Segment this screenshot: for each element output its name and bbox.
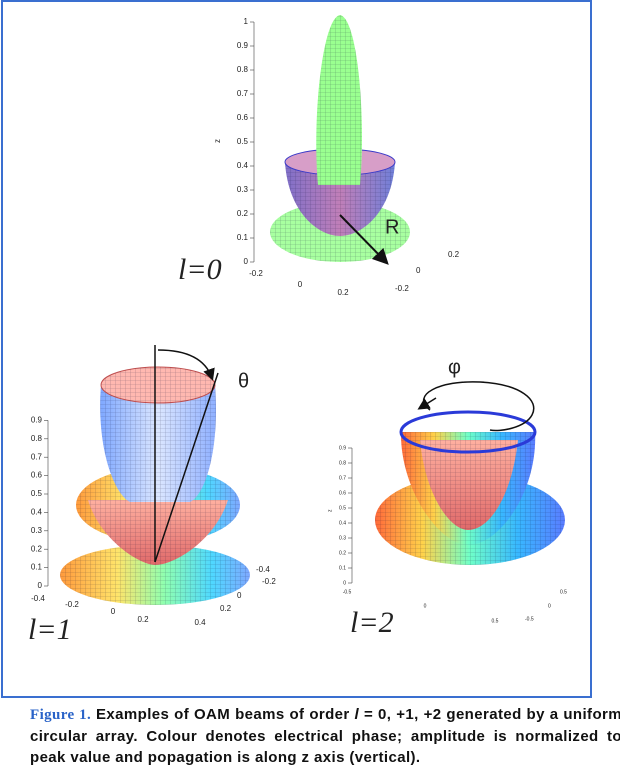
y-tick-label: 0.5 (560, 589, 567, 595)
x-tick-label: 0 (111, 607, 116, 616)
y-tick-label: -0.5 (525, 616, 534, 622)
x-tick-label: -0.2 (249, 269, 263, 278)
z-tick-label: 0.9 (237, 41, 249, 50)
z-tick-label: 0.3 (237, 185, 249, 194)
z-tick-label: 0 (244, 257, 249, 266)
z-tick-label: 0.7 (339, 475, 346, 481)
beam-l2 (375, 381, 565, 565)
z-tick-label: 0.6 (31, 471, 43, 480)
z-tick-label: 0.9 (31, 416, 43, 425)
x-tick-label: -0.5 (343, 589, 352, 595)
z-tick-label: 0.5 (31, 489, 43, 498)
axis-label: z (213, 139, 222, 143)
z-tick-label: 0.1 (237, 233, 249, 242)
z-tick-label: 0.6 (237, 113, 249, 122)
z-tick-label: 0.5 (237, 137, 249, 146)
x-tick-label: 0.5 (492, 618, 499, 624)
x-tick-label: 0.2 (337, 288, 349, 297)
y-tick-label: 0 (548, 603, 551, 609)
x-tick-label: 0.4 (194, 618, 206, 627)
z-tick-label: 0.6 (339, 490, 346, 496)
z-tick-label: 0.2 (31, 544, 43, 553)
x-tick-label: 0 (298, 280, 303, 289)
z-tick-label: 0.7 (31, 452, 43, 461)
z-tick-label: 0.7 (237, 89, 249, 98)
figure-border (1, 0, 592, 698)
y-tick-label: 0 (416, 266, 421, 275)
caption-symbol: l (354, 706, 360, 723)
order-label: l=1 (28, 613, 72, 646)
z-tick-label: 0.3 (31, 526, 43, 535)
z-tick-label: 0.2 (339, 550, 346, 556)
annotation: θ (238, 370, 249, 392)
z-tick-label: 0.4 (339, 520, 346, 526)
y-tick-label: 0 (237, 591, 242, 600)
x-tick-label: -0.4 (31, 594, 45, 603)
z-tick-label: 0 (38, 581, 43, 590)
z-tick-label: 0.8 (237, 65, 249, 74)
beam-l1 (60, 345, 250, 605)
caption-text: = 0, +1, +2 generated by a uniform circu… (30, 706, 620, 766)
y-tick-label: 0.2 (448, 250, 460, 259)
z-tick-label: 0.9 (339, 445, 346, 451)
annotation: R (385, 216, 399, 238)
order-label: l=2 (350, 606, 394, 639)
z-tick-label: 0.4 (237, 161, 249, 170)
y-tick-label: -0.4 (256, 565, 270, 574)
x-tick-label: 0 (424, 603, 427, 609)
order-label: l=0 (178, 253, 222, 286)
x-tick-label: 0.2 (137, 615, 149, 624)
z-tick-label: 0 (343, 580, 346, 586)
z-tick-label: 0.1 (339, 565, 346, 571)
annotation: φ (448, 356, 461, 378)
caption-text: Examples of OAM beams of order (96, 706, 355, 723)
z-tick-label: 0.8 (339, 460, 346, 466)
z-tick-label: 0.1 (31, 563, 43, 572)
caption-label: Figure 1. (30, 707, 92, 723)
y-tick-label: -0.2 (395, 284, 409, 293)
z-tick-label: 0.5 (339, 505, 346, 511)
z-tick-label: 0.4 (31, 508, 43, 517)
y-tick-label: -0.2 (262, 577, 276, 586)
z-tick-label: 1 (244, 17, 249, 26)
z-tick-label: 0.3 (339, 535, 346, 541)
axis-label: z (327, 509, 333, 512)
z-tick-label: 0.8 (31, 434, 43, 443)
figure: 00.10.20.30.40.50.60.70.80.91-0.200.20.2… (1, 0, 592, 698)
beam-l0 (270, 15, 410, 265)
caption: Figure 1. Examples of OAM beams of order… (30, 704, 620, 768)
z-tick-label: 0.2 (237, 209, 249, 218)
y-tick-label: 0.2 (220, 604, 232, 613)
x-tick-label: -0.2 (65, 600, 79, 609)
